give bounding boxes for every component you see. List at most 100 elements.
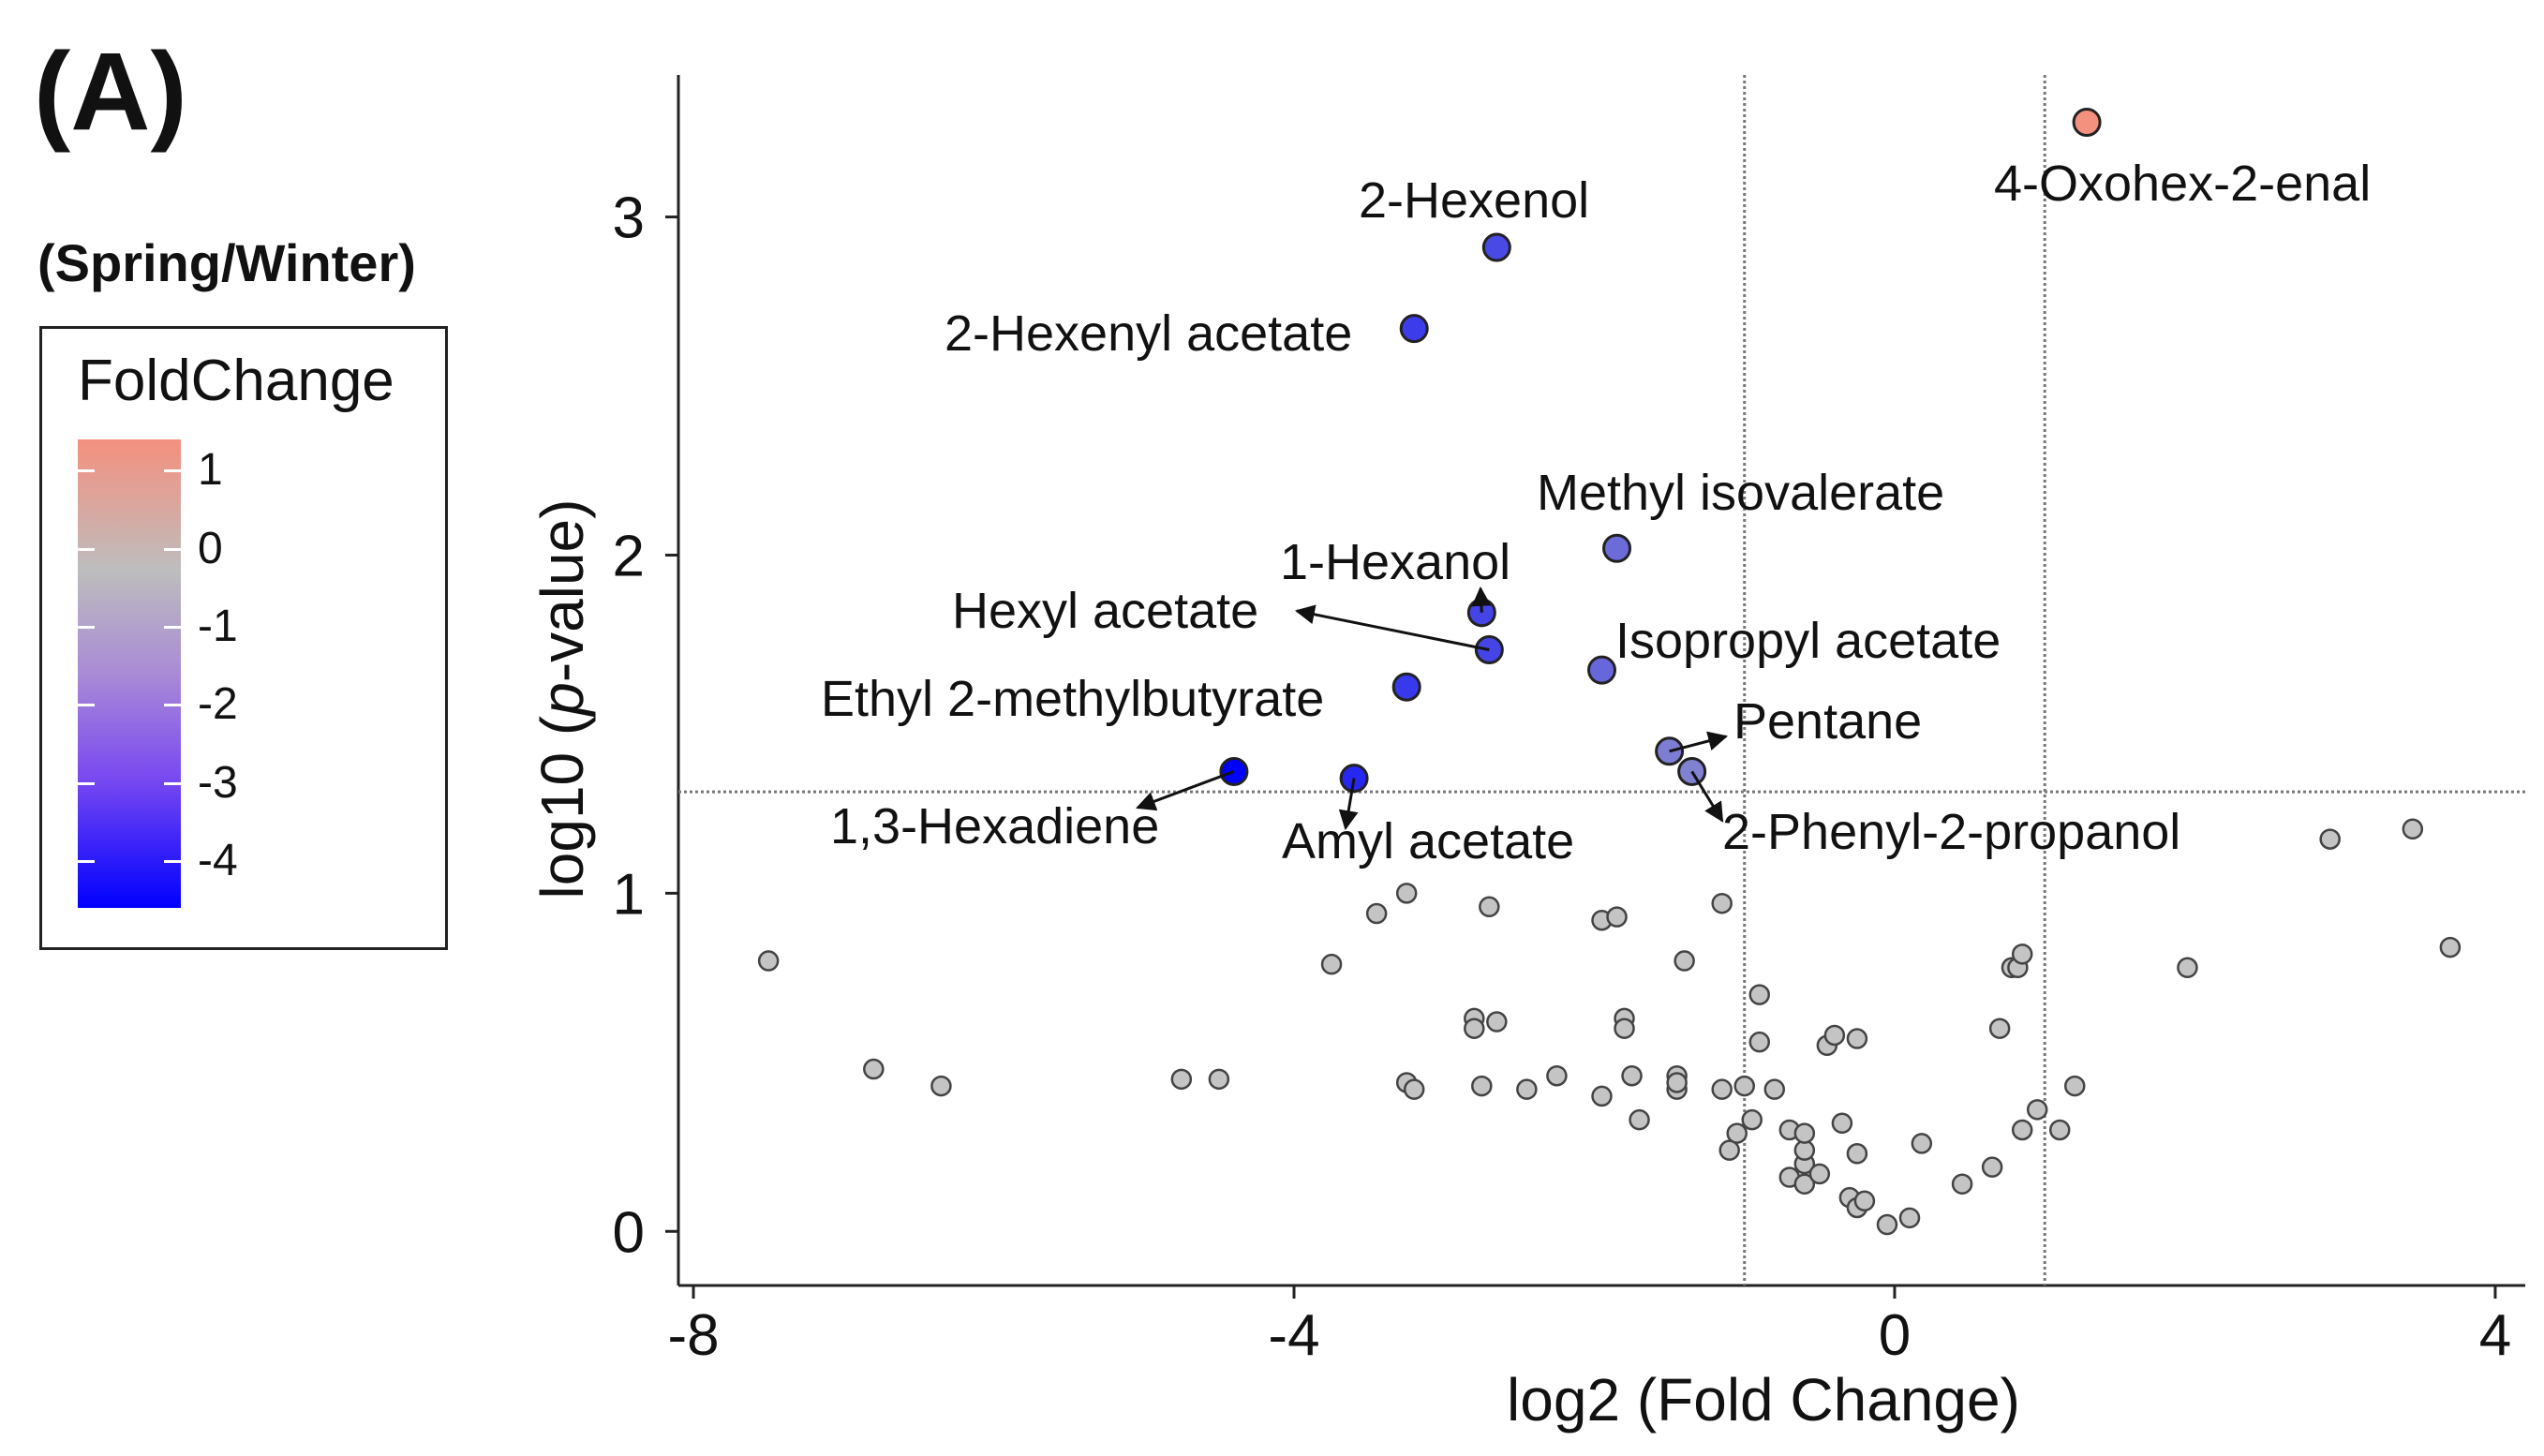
nonsignificant-point bbox=[1621, 1064, 1643, 1087]
significant-point bbox=[1399, 314, 1429, 344]
nonsignificant-point bbox=[1471, 1075, 1493, 1097]
x-tick-label: 0 bbox=[1879, 1303, 1911, 1368]
label-arrow bbox=[1294, 604, 1490, 651]
y-tick-label: 1 bbox=[613, 862, 645, 927]
nonsignificant-point bbox=[2402, 818, 2424, 840]
legend-tick-label: -4 bbox=[198, 836, 238, 885]
nonsignificant-point bbox=[2048, 1119, 2071, 1141]
nonsignificant-point bbox=[2439, 936, 2462, 958]
legend-tick-mark bbox=[164, 704, 181, 707]
nonsignificant-point bbox=[1464, 1018, 1485, 1039]
y-tick-label: 3 bbox=[613, 186, 645, 251]
label-arrow bbox=[1690, 770, 1724, 823]
point-label: Isopropyl acetate bbox=[1615, 613, 2001, 669]
nonsignificant-point bbox=[1951, 1173, 1973, 1195]
y-axis-title-italic: p bbox=[528, 682, 596, 718]
nonsignificant-point bbox=[1674, 950, 1695, 972]
nonsignificant-point bbox=[1606, 906, 1628, 928]
legend-tick-label: -1 bbox=[198, 602, 238, 651]
nonsignificant-point bbox=[1614, 1018, 1635, 1039]
significant-point bbox=[2072, 108, 2102, 138]
nonsignificant-point bbox=[1988, 1018, 2011, 1039]
point-label: 1-Hexanol bbox=[1280, 534, 1510, 590]
color-legend: FoldChange 1 0 -1 -2 -3 -4 bbox=[39, 326, 448, 950]
axes: -8 -4 0 4 0 1 2 3 log2 (Fold Change) log10 (p-val… bbox=[528, 75, 2525, 1434]
x-tick-label: -8 bbox=[667, 1303, 719, 1368]
nonsignificant-point bbox=[1876, 1213, 1898, 1236]
legend-color-bar bbox=[78, 439, 181, 908]
nonsignificant-point bbox=[1733, 1075, 1755, 1097]
nonsignificant-point bbox=[1846, 1143, 1868, 1165]
nonsignificant-point bbox=[1208, 1068, 1230, 1091]
label-arrows bbox=[1136, 586, 1729, 831]
nonsignificant-point bbox=[1711, 1078, 1733, 1100]
nonsignificant-point bbox=[1831, 1112, 1853, 1135]
nonsignificant-point bbox=[863, 1058, 885, 1080]
nonsignificant-point bbox=[1479, 896, 1500, 918]
nonsignificant-point bbox=[930, 1075, 952, 1097]
nonsignificant-point bbox=[2011, 943, 2033, 965]
nonsignificant-point bbox=[1486, 1011, 1508, 1033]
nonsignificant-point bbox=[1748, 984, 1771, 1005]
legend-tick-label: 1 bbox=[198, 445, 223, 496]
legend-tick-mark bbox=[78, 704, 95, 707]
point-label: 2-Hexenol bbox=[1359, 172, 1589, 229]
nonsignificant-point bbox=[1711, 892, 1733, 914]
nonsignificant-point bbox=[1365, 902, 1388, 925]
data-points bbox=[757, 108, 2462, 1236]
legend-tick-mark bbox=[164, 469, 181, 473]
nonsignificant-point bbox=[1808, 1163, 1831, 1185]
significant-point bbox=[1391, 672, 1421, 702]
nonsignificant-point bbox=[1793, 1122, 1816, 1144]
nonsignificant-point bbox=[1591, 1085, 1613, 1107]
y-tick-label: 2 bbox=[613, 524, 645, 588]
nonsignificant-point bbox=[1516, 1078, 1538, 1100]
label-arrow bbox=[1471, 586, 1492, 613]
nonsignificant-point bbox=[1718, 1139, 1740, 1161]
point-labels: 4-Oxohex-2-enal 2-Hexenol 2-Hexenyl acetat… bbox=[821, 156, 2371, 869]
nonsignificant-point bbox=[2319, 828, 2341, 850]
nonsignificant-point bbox=[1911, 1133, 1933, 1154]
point-label: 1,3-Hexadiene bbox=[830, 798, 1159, 854]
nonsignificant-point bbox=[1853, 1190, 1876, 1212]
x-tick-label: 4 bbox=[2479, 1303, 2511, 1368]
nonsignificant-point bbox=[1403, 1078, 1425, 1100]
label-arrow bbox=[1136, 770, 1235, 811]
legend-tick-mark bbox=[78, 469, 95, 473]
nonsignificant-point bbox=[1748, 1031, 1771, 1053]
comparison-label: (Spring/Winter) bbox=[37, 233, 416, 292]
panel-label: (A) bbox=[34, 30, 187, 154]
nonsignificant-point bbox=[1898, 1207, 1921, 1229]
legend-tick-mark bbox=[164, 781, 181, 785]
legend-tick-mark bbox=[78, 781, 95, 785]
legend-tick-label: 0 bbox=[198, 523, 223, 573]
label-arrow bbox=[1669, 731, 1729, 753]
legend-tick-mark bbox=[164, 547, 181, 551]
point-label: Hexyl acetate bbox=[952, 583, 1258, 639]
x-tick-label: -4 bbox=[1268, 1303, 1319, 1368]
significant-point bbox=[1587, 655, 1616, 685]
nonsignificant-point bbox=[1726, 1122, 1748, 1144]
legend-tick-mark bbox=[78, 626, 95, 629]
nonsignificant-point bbox=[1666, 1072, 1688, 1093]
point-label: 4-Oxohex-2-enal bbox=[1994, 156, 2371, 212]
nonsignificant-point bbox=[1741, 1108, 1763, 1131]
y-axis-title-prefix: log10 ( bbox=[528, 716, 596, 899]
legend-tick-mark bbox=[164, 626, 181, 629]
legend-tick-mark bbox=[164, 860, 181, 863]
nonsignificant-point bbox=[1170, 1068, 1193, 1091]
x-axis-title: log2 (Fold Change) bbox=[1507, 1366, 2020, 1434]
nonsignificant-point bbox=[2177, 957, 2198, 979]
point-label: Methyl isovalerate bbox=[1537, 465, 1944, 521]
significant-point bbox=[1481, 232, 1511, 262]
nonsignificant-point bbox=[757, 950, 780, 972]
y-axis-title-suffix: -value) bbox=[528, 499, 596, 683]
legend-tick-label: -2 bbox=[198, 679, 238, 730]
significant-point bbox=[1602, 533, 1632, 563]
nonsignificant-point bbox=[1823, 1024, 1846, 1047]
legend-tick-mark bbox=[78, 860, 95, 863]
y-tick-label: 0 bbox=[613, 1200, 645, 1265]
nonsignificant-point bbox=[1546, 1064, 1568, 1087]
y-axis-title: log10 (p-value) bbox=[528, 499, 596, 899]
